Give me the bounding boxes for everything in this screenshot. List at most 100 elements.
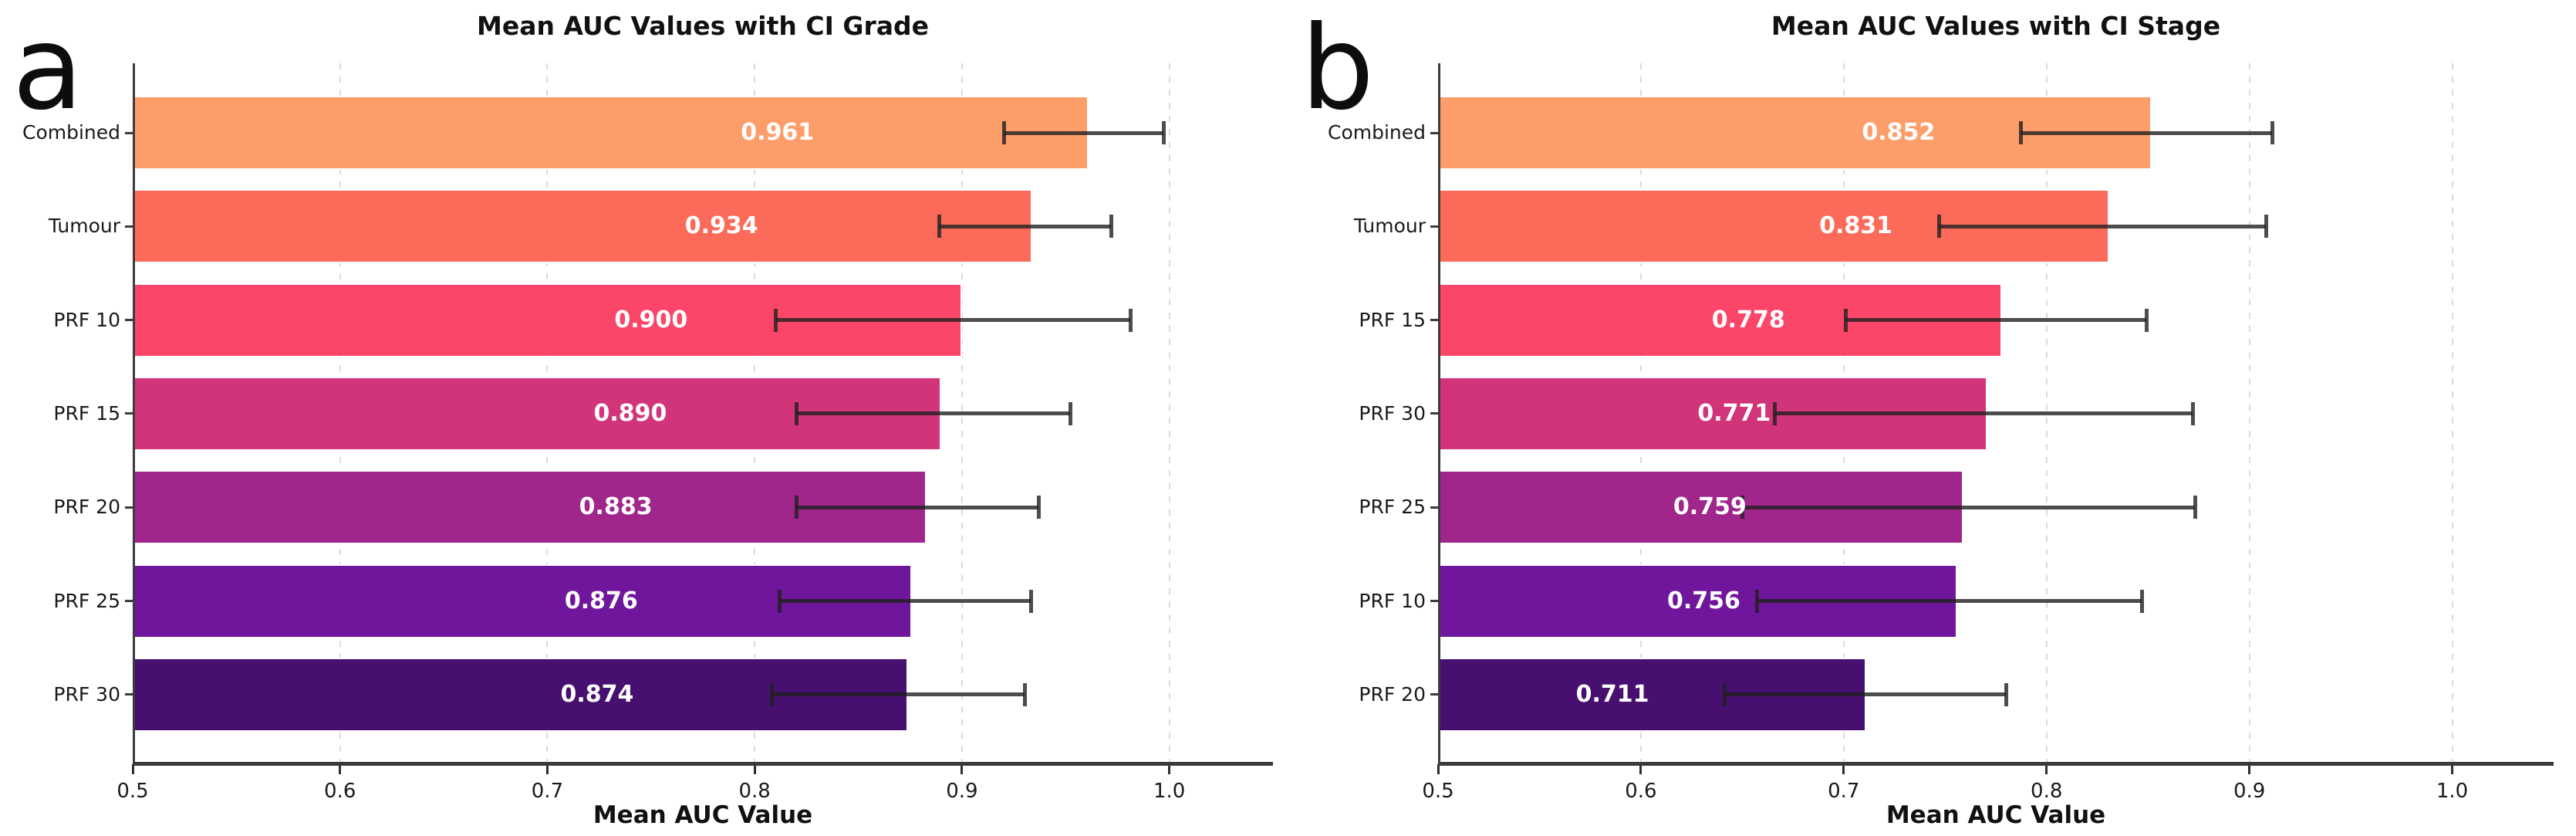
- y-category-label: PRF 15: [53, 401, 120, 425]
- x-tick-label: 0.8: [738, 780, 771, 803]
- y-category-label: Tumour: [48, 215, 120, 238]
- x-axis-tick: [339, 764, 342, 774]
- x-tick-label: 0.9: [2233, 780, 2266, 803]
- bar-value-label: 0.711: [1575, 680, 1649, 708]
- y-axis-tick: [1430, 693, 1438, 696]
- x-axis-tick: [545, 764, 549, 774]
- x-axis-tick: [1168, 764, 1171, 774]
- error-bar: [1774, 411, 2193, 416]
- error-bar-cap-high: [1028, 589, 1033, 613]
- x-tick-label: 0.8: [2031, 780, 2063, 803]
- error-bar-cap-low: [778, 589, 782, 613]
- x-axis-spine: [1438, 762, 2554, 766]
- x-axis-tick: [131, 764, 134, 774]
- error-bar-cap-high: [2004, 682, 2009, 706]
- error-bar: [939, 224, 1112, 228]
- y-category-label: PRF 20: [53, 496, 120, 519]
- x-axis-tick: [2248, 764, 2251, 774]
- error-bar-cap-low: [774, 308, 778, 332]
- x-axis-label-stage: Mean AUC Value: [1886, 801, 2106, 829]
- y-category-label: Combined: [1327, 121, 1426, 144]
- error-bar: [775, 318, 1130, 323]
- y-axis-tick: [1430, 225, 1438, 228]
- bar: [133, 96, 1089, 170]
- error-bar-cap-high: [1022, 682, 1027, 706]
- y-category-label: Tumour: [1353, 215, 1426, 238]
- bar-value-label: 0.934: [684, 212, 758, 240]
- y-axis-tick: [1430, 131, 1438, 134]
- bar-value-label: 0.890: [593, 399, 667, 427]
- x-axis-tick: [2451, 764, 2454, 774]
- panel-b: b Mean AUC Values with CI Stage 0.852 0.8…: [1288, 0, 2576, 836]
- error-bar: [1939, 224, 2266, 228]
- gridline: [1168, 63, 1170, 764]
- x-tick-label: 0.6: [324, 780, 356, 803]
- x-axis-tick: [1437, 764, 1440, 774]
- x-tick-label: 0.9: [946, 780, 978, 803]
- x-axis-label-grade: Mean AUC Value: [593, 801, 813, 829]
- y-category-label: PRF 15: [1359, 308, 1426, 331]
- error-bar-cap-low: [1844, 308, 1848, 332]
- panel-letter-b: b: [1301, 2, 1375, 136]
- x-axis-tick: [1639, 764, 1642, 774]
- bar-value-label: 0.852: [1862, 119, 1936, 146]
- error-bar-cap-high: [2191, 401, 2196, 425]
- y-category-label: PRF 10: [1359, 589, 1426, 612]
- y-axis-tick: [125, 225, 133, 228]
- error-bar-cap-low: [937, 215, 942, 239]
- error-bar: [1003, 130, 1163, 135]
- panel-a: a Mean AUC Values with CI Grade 0.961 0.9…: [12, 11, 1273, 829]
- error-bar: [1756, 599, 2142, 604]
- error-bar: [795, 411, 1070, 416]
- error-bar: [1742, 505, 2195, 509]
- bar-value-label: 0.876: [564, 587, 638, 614]
- error-bar-cap-high: [1161, 121, 1166, 144]
- x-tick-label: 0.6: [1625, 780, 1657, 803]
- plot-area-grade: 0.961 0.934 0.900 0.890 0.883 0.876 0.874 0.5 0.…: [116, 63, 1273, 803]
- x-tick-label: 1.0: [2436, 780, 2469, 803]
- bar-value-label: 0.874: [560, 680, 634, 708]
- y-axis-tick: [125, 131, 133, 134]
- x-tick-label: 0.5: [1422, 780, 1454, 803]
- x-axis-spine: [133, 762, 1273, 766]
- x-tick-label: 0.7: [1828, 780, 1860, 803]
- y-axis-tick: [125, 693, 133, 696]
- y-category-label: PRF 20: [1359, 682, 1426, 706]
- x-axis-tick: [2045, 764, 2048, 774]
- plot-area-stage: 0.852 0.831 0.778 0.771 0.759 0.756 0.711 0.5 0.…: [1422, 63, 2554, 803]
- error-bar: [771, 692, 1025, 697]
- y-category-label: PRF 10: [53, 308, 120, 331]
- error-bar: [2020, 130, 2272, 135]
- error-bar-cap-high: [2140, 589, 2145, 613]
- error-bar-cap-low: [1001, 121, 1006, 144]
- y-axis-tick: [125, 600, 133, 603]
- y-axis-tick: [125, 412, 133, 415]
- x-axis-tick: [753, 764, 756, 774]
- error-bar-cap-high: [1068, 401, 1072, 425]
- error-bar-cap-low: [1937, 215, 1942, 239]
- error-bar-cap-high: [2264, 215, 2268, 239]
- error-bar-cap-low: [2018, 121, 2023, 144]
- y-axis-spine: [133, 63, 135, 764]
- y-category-label: Combined: [22, 121, 120, 144]
- bar: [133, 470, 927, 545]
- error-bar: [1845, 318, 2146, 323]
- error-bar-cap-low: [1740, 496, 1745, 520]
- error-bar: [795, 505, 1039, 509]
- x-tick-label: 1.0: [1153, 780, 1186, 803]
- y-axis-tick: [1430, 412, 1438, 415]
- y-category-label: PRF 30: [53, 682, 120, 706]
- gridline: [2248, 63, 2250, 764]
- bar: [133, 189, 1033, 264]
- error-bar-cap-low: [1773, 401, 1778, 425]
- gridline: [2451, 63, 2453, 764]
- bar-value-label: 0.778: [1711, 306, 1785, 333]
- y-category-label: PRF 30: [1359, 401, 1426, 425]
- error-bar-cap-high: [2270, 121, 2274, 144]
- error-bar-cap-high: [2144, 308, 2149, 332]
- chart-title-grade: Mean AUC Values with CI Grade: [477, 11, 929, 41]
- error-bar-cap-low: [769, 682, 774, 706]
- error-bar: [779, 599, 1031, 604]
- x-axis-tick: [1842, 764, 1845, 774]
